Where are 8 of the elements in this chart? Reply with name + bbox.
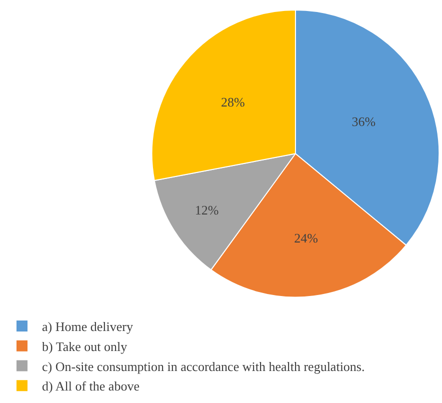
- data-label: 24%: [294, 230, 318, 246]
- legend-label: b) Take out only: [42, 338, 128, 354]
- legend-label: c) On-site consumption in accordance with health regulations.: [42, 358, 365, 374]
- data-label: 12%: [194, 202, 219, 218]
- legend-label: a) Home delivery: [42, 319, 134, 334]
- data-label: 28%: [220, 94, 245, 110]
- legend-label: d) All of the above: [42, 378, 140, 394]
- data-label: 36%: [352, 114, 376, 130]
